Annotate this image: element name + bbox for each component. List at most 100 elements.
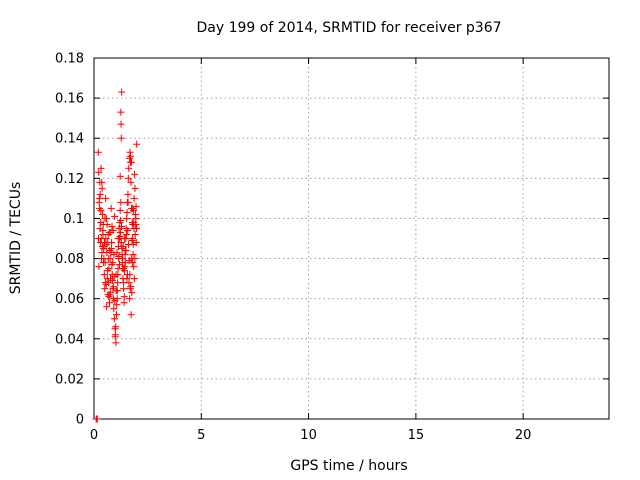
y-tick-label: 0.12	[55, 172, 84, 187]
data-point	[124, 174, 132, 182]
data-point	[110, 315, 118, 323]
data-point	[123, 208, 131, 216]
data-point	[131, 184, 139, 192]
data-point	[120, 265, 128, 273]
y-axis-title: SRMTID / TECUs	[8, 182, 24, 295]
data-point	[123, 271, 131, 279]
data-point	[115, 224, 123, 232]
x-tick-label: 10	[300, 428, 317, 443]
data-point	[113, 311, 121, 319]
data-point	[101, 285, 109, 293]
data-point	[107, 204, 115, 212]
y-tick-label: 0.06	[55, 292, 84, 307]
data-point	[114, 235, 122, 242]
axis-ticks: 0 0.02 0.04 0.06 0.08 0.1 0.12 0.14 0.16 0.18 0 5 10…	[55, 52, 609, 443]
data-point	[98, 249, 106, 257]
data-point	[97, 206, 105, 214]
data-point	[117, 198, 125, 206]
data-point	[118, 88, 126, 96]
data-point	[95, 198, 103, 206]
data-point	[121, 235, 129, 242]
data-point	[113, 287, 121, 295]
data-point	[123, 275, 131, 283]
data-point	[111, 297, 119, 305]
data-point	[113, 301, 121, 309]
data-point	[108, 277, 116, 285]
data-point	[130, 275, 138, 283]
y-tick-label: 0	[76, 413, 84, 428]
data-point	[122, 230, 130, 238]
data-point	[124, 198, 132, 206]
data-point	[124, 226, 132, 234]
data-point	[121, 259, 129, 267]
data-point	[116, 206, 124, 214]
data-point	[98, 178, 106, 186]
data-point	[128, 259, 136, 267]
y-tick-label: 0.04	[55, 332, 84, 347]
data-point	[110, 283, 118, 291]
data-point	[98, 184, 106, 192]
chart-title: Day 199 of 2014, SRMTID for receiver p36…	[196, 20, 501, 36]
data-point	[111, 212, 119, 220]
data-point	[101, 214, 109, 222]
data-point	[120, 293, 128, 301]
y-tick-label: 0.08	[55, 252, 84, 267]
data-point	[100, 255, 108, 263]
data-point	[131, 230, 139, 238]
data-point	[108, 222, 116, 230]
data-point	[104, 230, 112, 238]
data-point	[130, 218, 138, 226]
data-point	[120, 285, 128, 293]
data-point	[130, 263, 138, 271]
data-point	[98, 243, 106, 251]
x-tick-label: 15	[408, 428, 425, 443]
data-point	[117, 134, 125, 142]
data-point	[112, 339, 120, 347]
data-point	[123, 214, 131, 222]
data-point	[105, 293, 113, 301]
data-point	[131, 170, 139, 178]
data-point	[112, 323, 120, 331]
data-point	[95, 168, 103, 176]
x-tick-label: 5	[197, 428, 205, 443]
grid	[94, 58, 609, 419]
data-point	[97, 164, 105, 172]
data-point	[130, 224, 138, 232]
data-point	[96, 190, 104, 198]
data-point	[127, 178, 135, 186]
data-point	[100, 271, 108, 279]
data-point	[126, 295, 134, 303]
data-points	[92, 88, 141, 423]
data-point	[94, 148, 102, 156]
data-point	[115, 253, 123, 261]
data-point	[95, 235, 103, 242]
y-tick-label: 0.18	[55, 52, 84, 67]
x-tick-label: 0	[90, 428, 98, 443]
data-point	[93, 415, 101, 423]
y-tick-label: 0.16	[55, 92, 84, 107]
data-point	[109, 226, 117, 234]
data-point	[117, 216, 125, 224]
data-point	[131, 210, 139, 218]
data-point	[106, 289, 114, 297]
data-point	[133, 140, 141, 148]
data-point	[124, 190, 132, 198]
data-point	[117, 239, 125, 247]
data-point	[122, 247, 130, 255]
data-point	[129, 241, 137, 249]
data-point	[126, 152, 134, 160]
data-point	[116, 172, 124, 180]
data-point	[128, 158, 136, 166]
data-point	[111, 333, 119, 341]
data-point	[125, 164, 133, 172]
data-point	[130, 194, 138, 202]
plot-area-frame	[93, 57, 610, 420]
y-tick-label: 0.02	[55, 372, 84, 387]
data-point	[105, 299, 113, 307]
data-point	[101, 239, 109, 247]
data-point	[126, 285, 134, 293]
data-point	[99, 220, 107, 228]
data-point	[116, 228, 124, 236]
data-point	[99, 210, 107, 218]
